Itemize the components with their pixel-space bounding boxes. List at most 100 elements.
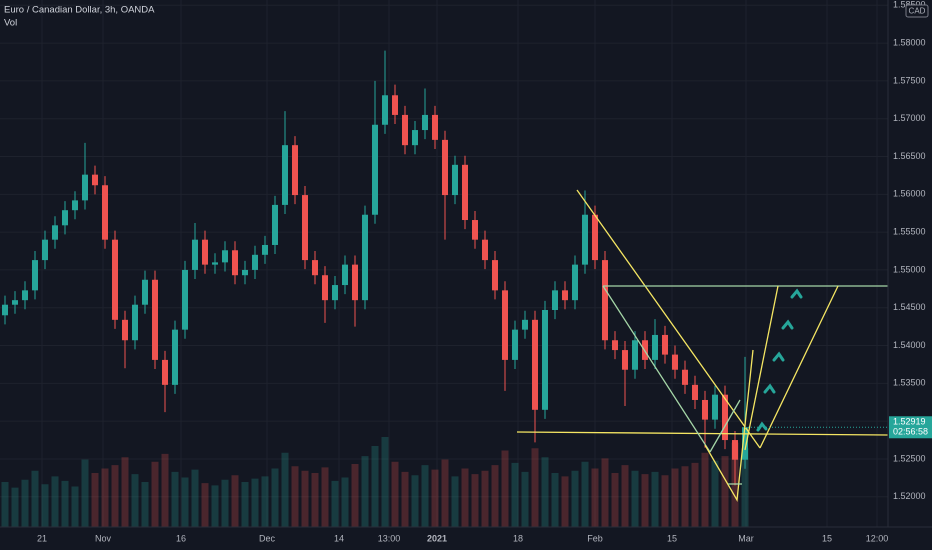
candle-body bbox=[602, 260, 608, 341]
currency-box[interactable] bbox=[905, 4, 929, 18]
x-tick-label: 15 bbox=[667, 533, 677, 543]
candle-body bbox=[262, 244, 268, 255]
volume-bar bbox=[671, 468, 679, 527]
volume-bar bbox=[441, 459, 449, 527]
candle-body bbox=[302, 195, 308, 261]
candle-body bbox=[132, 304, 138, 341]
candle-body bbox=[322, 275, 328, 301]
volume-bar bbox=[51, 476, 59, 527]
volume-bar bbox=[421, 465, 429, 527]
x-tick-label: Mar bbox=[738, 533, 754, 543]
candle-body bbox=[102, 185, 108, 240]
volume-bar bbox=[41, 484, 49, 527]
volume-bar bbox=[681, 466, 689, 527]
arrow bbox=[781, 319, 794, 330]
x-tick-label: Dec bbox=[259, 533, 276, 543]
volume-bar bbox=[331, 480, 339, 527]
volume-bar bbox=[261, 476, 269, 527]
volume-bar bbox=[471, 474, 479, 527]
currency[interactable]: CAD bbox=[909, 7, 926, 16]
volume-bar bbox=[221, 479, 229, 527]
volume-bar bbox=[11, 487, 19, 527]
volume-bar bbox=[711, 460, 719, 527]
candle-body bbox=[692, 384, 698, 400]
arrow bbox=[763, 383, 776, 394]
candle-body bbox=[592, 214, 598, 261]
last-price: 1.52919 bbox=[893, 417, 926, 427]
candle-body bbox=[512, 329, 518, 360]
volume-bar bbox=[411, 475, 419, 527]
candle-body bbox=[402, 114, 408, 146]
volume-bar bbox=[581, 461, 589, 527]
candle-body bbox=[352, 264, 358, 301]
candle-body bbox=[242, 269, 248, 276]
candle-body bbox=[412, 130, 418, 146]
candle-body bbox=[372, 124, 378, 215]
volume-bar bbox=[281, 452, 289, 527]
volume-bar bbox=[121, 457, 129, 527]
candle-body bbox=[732, 440, 738, 460]
candle-body bbox=[432, 114, 438, 140]
candle-body bbox=[92, 174, 98, 186]
v-line bbox=[704, 349, 754, 503]
drawings bbox=[516, 189, 889, 503]
candle-body bbox=[182, 269, 188, 330]
y-tick-label: 1.57000 bbox=[893, 113, 926, 123]
volume-bar bbox=[501, 450, 509, 527]
candle-body bbox=[472, 220, 478, 240]
volume-bar bbox=[591, 468, 599, 527]
volume-bar bbox=[541, 457, 549, 527]
volume-bar bbox=[141, 482, 149, 527]
grid bbox=[0, 0, 888, 527]
candle-body bbox=[342, 264, 348, 286]
volume-bar bbox=[521, 471, 529, 527]
volume-bar bbox=[351, 464, 359, 527]
candle-body bbox=[482, 239, 488, 261]
x-tick-label: Feb bbox=[587, 533, 603, 543]
y-tick-label: 1.57500 bbox=[893, 75, 926, 85]
price-tag-box bbox=[889, 416, 932, 439]
volume-bar bbox=[621, 465, 629, 527]
candle-body bbox=[312, 260, 318, 276]
x-tick-label: 15 bbox=[822, 533, 832, 543]
volume-bar bbox=[71, 486, 79, 527]
candle-body bbox=[32, 260, 38, 291]
candle-body bbox=[142, 279, 148, 305]
volume-bar bbox=[361, 456, 369, 527]
volume-bar bbox=[401, 471, 409, 527]
chart-title: Euro / Canadian Dollar, 3h, OANDA bbox=[4, 5, 155, 16]
volume-bar bbox=[171, 471, 179, 527]
volume-bar bbox=[321, 467, 329, 527]
support-line bbox=[516, 431, 889, 436]
volume-bar bbox=[611, 473, 619, 527]
candle-body bbox=[542, 310, 548, 410]
candle-body bbox=[122, 319, 128, 341]
volume-bar bbox=[241, 482, 249, 527]
y-tick-label: 1.56500 bbox=[893, 151, 926, 161]
arrow bbox=[772, 351, 785, 362]
candle-body bbox=[72, 200, 78, 211]
x-tick-label: 2021 bbox=[427, 533, 447, 543]
volume-bar bbox=[391, 461, 399, 527]
volume-layer bbox=[1, 437, 749, 527]
candle-body bbox=[22, 290, 28, 301]
candle-body bbox=[2, 304, 8, 316]
x-tick-label: 16 bbox=[176, 533, 186, 543]
volume-bar bbox=[631, 470, 639, 527]
volume-bar bbox=[81, 459, 89, 527]
candle-body bbox=[382, 95, 388, 125]
volume-bar bbox=[371, 446, 379, 527]
volume-bar bbox=[61, 480, 69, 527]
volume-bar bbox=[131, 474, 139, 527]
volume-bar bbox=[431, 469, 439, 527]
candle-body bbox=[552, 290, 558, 310]
volume-bar bbox=[31, 470, 39, 527]
y-tick-label: 1.52500 bbox=[893, 453, 926, 463]
volume-bar bbox=[381, 437, 389, 527]
channel-line bbox=[602, 285, 711, 453]
volume-bar bbox=[101, 468, 109, 527]
volume-bar bbox=[451, 476, 459, 527]
volume-bar bbox=[91, 473, 99, 527]
